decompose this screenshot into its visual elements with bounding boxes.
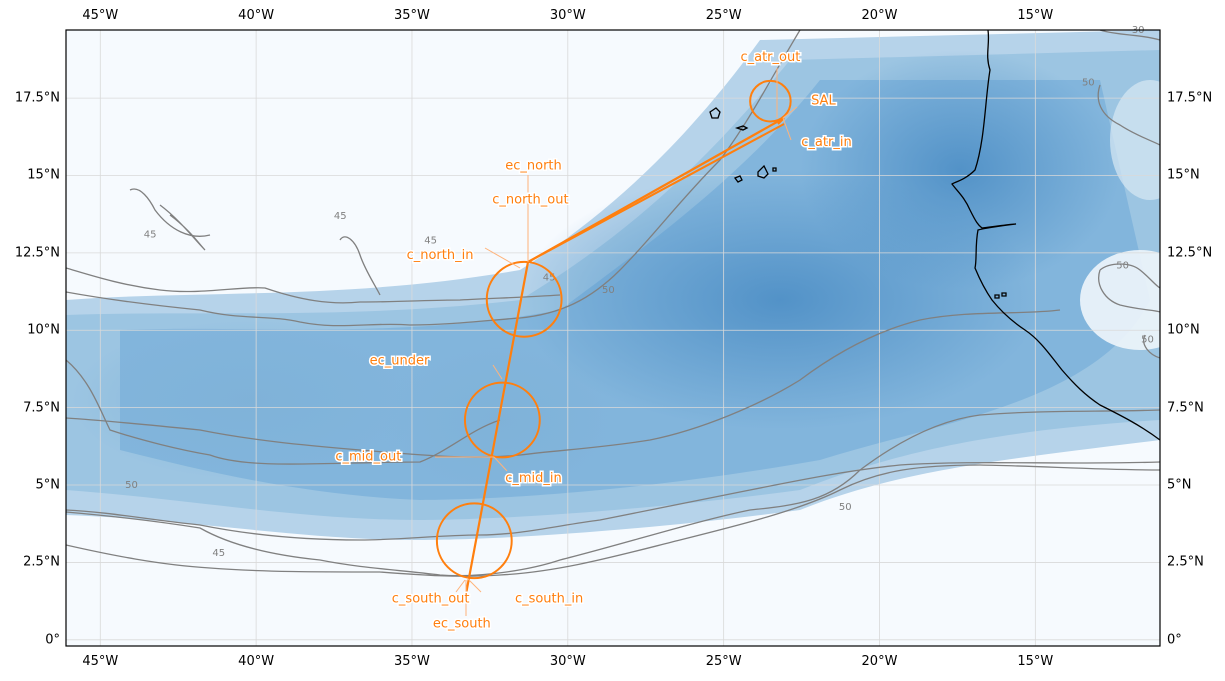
y-tick-label-left: 10°N (27, 322, 60, 338)
y-tick-label-right: 5°N (1167, 477, 1192, 493)
y-tick-label-left: 12.5°N (14, 245, 60, 261)
gridlines (66, 30, 1160, 646)
y-tick-label-left: 17.5°N (14, 90, 60, 106)
x-tick-label-top: 20°W (861, 8, 898, 23)
x-tick-label-top: 25°W (705, 8, 742, 23)
x-tick-label-bottom: 20°W (861, 654, 898, 669)
y-tick-label-right: 12.5°N (1167, 245, 1213, 261)
annotation-c-south-out: c_south_out (392, 592, 470, 607)
annotation-ec-south: ec_south (433, 616, 491, 631)
y-tick-label-right: 17.5°N (1167, 90, 1213, 106)
x-tick-label-top: 15°W (1017, 8, 1054, 23)
x-tick-label-bottom: 40°W (238, 654, 275, 669)
y-tick-label-left: 5°N (35, 477, 61, 493)
circle-c_atr (749, 79, 792, 123)
y-tick-label-left: 0° (45, 632, 60, 648)
x-tick-label-bottom: 25°W (705, 654, 742, 669)
contour-label: 45 (334, 211, 347, 222)
y-tick-label-right: 10°N (1167, 322, 1200, 338)
circle-c_mid (463, 381, 541, 459)
annotation-c-atr-out: c_atr_out (740, 50, 800, 65)
annotation-c-atr-in: c_atr_in (801, 135, 851, 150)
map-frame (65, 29, 1161, 647)
annotation-leaders (435, 68, 798, 616)
y-tick-label-left: 15°N (27, 167, 60, 183)
annotation-c-mid-in: c_mid_in (505, 471, 562, 486)
contour-label: 45 (212, 548, 225, 559)
y-tick-label-right: 0° (1167, 632, 1182, 648)
annotation-ec-north: ec_north (505, 158, 562, 173)
color-field (66, 30, 1160, 646)
y-tick-label-right: 15°N (1167, 167, 1200, 183)
x-tick-label-bottom: 15°W (1017, 654, 1054, 669)
x-tick-label-top: 35°W (394, 8, 430, 23)
contour-label: 50 (1116, 260, 1129, 271)
contour-label: 50 (839, 502, 852, 513)
y-tick-label-left: 2.5°N (23, 554, 60, 570)
y-tick-label-right: 2.5°N (1167, 554, 1204, 570)
contour-label: 50 (125, 480, 138, 491)
contour-lines (66, 30, 1160, 577)
contour-label: 45 (144, 229, 157, 240)
y-tick-label-right: 7.5°N (1167, 400, 1204, 416)
x-tick-label-top: 45°W (82, 8, 119, 23)
coastline (709, 30, 1160, 441)
circle-c_south (435, 502, 513, 580)
contour-label: 50 (602, 285, 615, 296)
contour-label: 50 (1082, 78, 1095, 89)
x-tick-label-bottom: 30°W (549, 654, 586, 669)
contour-label: 45 (543, 273, 556, 284)
annotation-c-mid-out: c_mid_out (335, 449, 401, 464)
circle-c_north (485, 260, 563, 338)
x-tick-label-top: 40°W (238, 8, 275, 23)
flight-circles (435, 79, 792, 580)
annotation-c-north-in: c_north_in (407, 248, 474, 263)
x-tick-label-bottom: 45°W (82, 654, 119, 669)
annotation-SAL: SAL (811, 93, 836, 108)
annotation-ec-under: ec_under (370, 353, 430, 368)
x-tick-label-bottom: 35°W (394, 654, 430, 669)
contour-label: 45 (424, 236, 437, 247)
y-tick-label-left: 7.5°N (23, 400, 60, 416)
annotation-c-north-out: c_north_out (492, 192, 568, 207)
x-tick-label-top: 30°W (549, 8, 586, 23)
contour-label: 50 (1141, 335, 1154, 346)
annotation-labels: c_atr_out SAL c_atr_in ec_north c_north_outc… (334, 48, 853, 632)
annotation-c-south-in: c_south_in (515, 592, 583, 607)
